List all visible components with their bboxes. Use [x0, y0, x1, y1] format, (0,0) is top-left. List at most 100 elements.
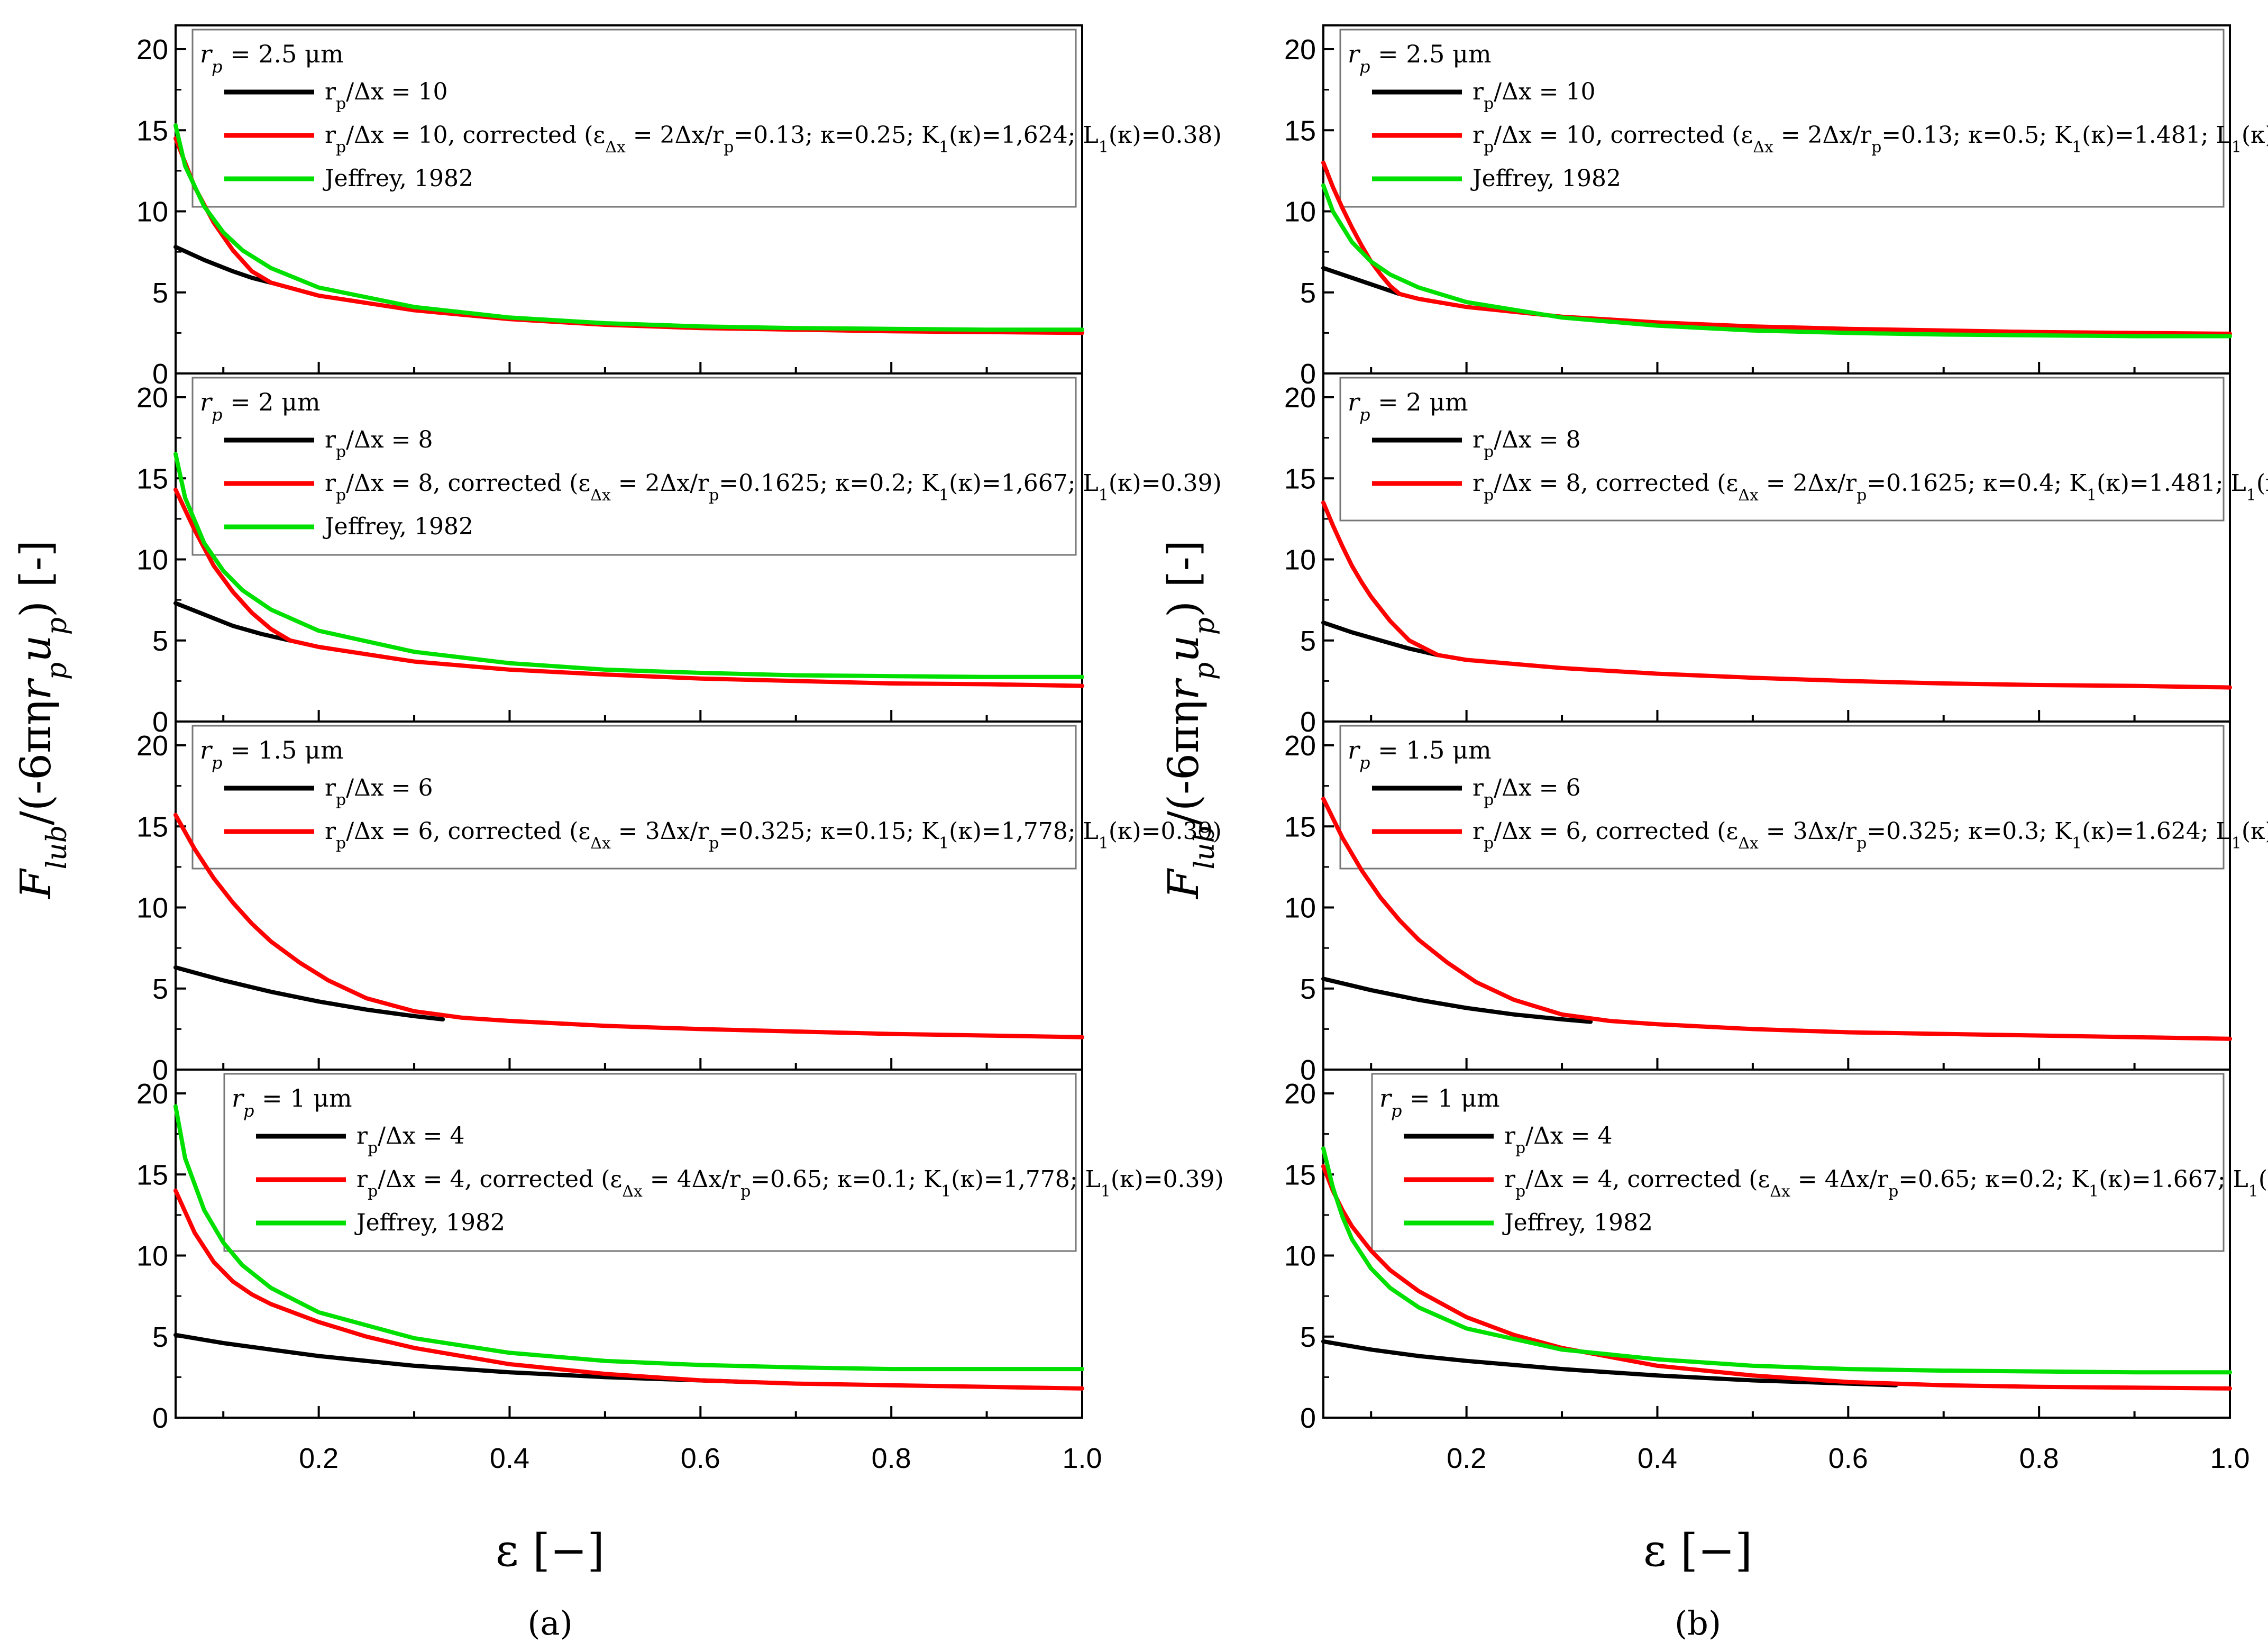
legend-label-part: (κ)=1,778; L: [951, 1166, 1101, 1193]
legend-label-sub: 1: [1099, 834, 1109, 853]
series-line: [1321, 266, 1402, 296]
legend-title-sub: p: [1359, 57, 1370, 77]
y-tick-label: 20: [136, 730, 168, 762]
legend-label-part: r: [356, 1122, 368, 1149]
legend-title-sub: p: [1359, 753, 1370, 773]
legend-label-part: (κ)=1,778; L: [949, 818, 1099, 845]
y-tick-label: 10: [1284, 196, 1316, 228]
legend-label-part: Jeffrey, 1982: [323, 513, 473, 540]
legend-label-part: Jeffrey, 1982: [1502, 1209, 1653, 1236]
series-line: [173, 1332, 751, 1384]
y-tick-label: 5: [152, 277, 168, 309]
legend-label: rp/Δx = 4, corrected (εΔx = 4Δx/rp=0.65;…: [1504, 1166, 2268, 1201]
panel-frame: [1322, 1069, 2231, 1419]
legend-label-part: (κ)=1.667; L: [2099, 1166, 2248, 1193]
legend-label-part: r: [1473, 78, 1484, 105]
legend-title: rp = 2 μm: [200, 388, 321, 425]
y-tick-label: 10: [1284, 544, 1316, 576]
legend-label-part: r: [356, 1166, 368, 1193]
legend-label-part: /Δx = 6: [1494, 774, 1580, 801]
legend-title: rp = 2 μm: [1348, 388, 1468, 425]
legend-label: rp/Δx = 10: [325, 78, 448, 113]
legend-label-part: =0.65; κ=0.1; K: [751, 1166, 941, 1193]
legend-label-part: r: [325, 818, 336, 845]
legend-label-sub: p: [1484, 834, 1494, 853]
series-line: [1321, 797, 2232, 1041]
legend-title-r: r: [200, 40, 213, 68]
legend-label-sub: p: [709, 834, 719, 853]
legend-label: Jeffrey, 1982: [323, 165, 473, 192]
series-line: [173, 487, 1084, 688]
legend-title-r: r: [1379, 1084, 1393, 1112]
legend-label-sub: p: [336, 443, 346, 461]
legend-label-sub: Δx: [622, 1182, 643, 1201]
legend-label: Jeffrey, 1982: [1502, 1209, 1653, 1236]
legend-title-sub: p: [1391, 1101, 1402, 1121]
legend-label: Jeffrey, 1982: [323, 513, 473, 540]
legend-title-sub: p: [1359, 405, 1370, 425]
ylab-sub: p: [41, 662, 73, 680]
legend-title: rp = 2.5 μm: [1348, 40, 1492, 77]
legend-label-part: = 2Δx/r: [1759, 470, 1857, 497]
y-tick-label: 5: [1300, 1321, 1316, 1353]
legend-label-part: /Δx = 10: [346, 78, 447, 105]
y-tick-label: 5: [152, 1321, 168, 1353]
y-tick-label: 20: [136, 1078, 168, 1110]
legend-title-r: r: [200, 736, 213, 764]
figure-label: (a): [527, 1604, 572, 1642]
ylab-sub: lub: [41, 825, 73, 869]
x-tick-label: 0.4: [490, 1443, 529, 1474]
legend-label: rp/Δx = 8, corrected (εΔx = 2Δx/rp=0.162…: [1473, 470, 2268, 505]
x-axis-label: ε [−]: [496, 1525, 605, 1576]
legend-label-sub: 1: [939, 138, 949, 157]
legend-title: rp = 1 μm: [232, 1084, 352, 1121]
legend-title-sub: p: [212, 753, 222, 773]
legend-label: rp/Δx = 4: [356, 1122, 465, 1157]
y-tick-label: 0: [1300, 1402, 1316, 1434]
x-tick-label: 0.2: [1447, 1443, 1486, 1474]
legend-title-sub: p: [243, 1101, 254, 1121]
y-tick-label: 5: [1300, 277, 1316, 309]
series-line: [1321, 1164, 2232, 1391]
legend-label-part: /Δx = 4: [1525, 1122, 1612, 1149]
legend-label-sub: 1: [939, 486, 949, 505]
legend-label-sub: p: [1515, 1139, 1525, 1157]
legend-label: Jeffrey, 1982: [1470, 165, 1621, 192]
ylab-sub: lub: [1189, 825, 1221, 869]
ylab-unit: ) [-]: [11, 540, 60, 617]
ylab-u: u: [11, 635, 60, 662]
legend-label-sub: 1: [2248, 1182, 2258, 1201]
y-tick-label: 15: [136, 115, 168, 147]
legend-title-rest: = 1 μm: [254, 1084, 352, 1112]
y-tick-label: 0: [1300, 358, 1316, 390]
series-line: [1321, 620, 1440, 658]
legend-label-sub: 1: [1099, 138, 1109, 157]
legend-title: rp = 1.5 μm: [1348, 736, 1492, 773]
x-tick-label: 1.0: [2210, 1443, 2249, 1474]
ylab-sub: p: [1189, 662, 1221, 680]
legend-label: rp/Δx = 6: [1473, 774, 1581, 809]
y-tick-label: 15: [1284, 1159, 1316, 1191]
legend-title: rp = 1.5 μm: [200, 736, 344, 773]
legend-label-part: (κ)=0.39): [1109, 818, 1222, 845]
legend-label-part: r: [1473, 426, 1484, 453]
legend-label-part: =0.1625; κ=0.2; K: [719, 470, 939, 497]
legend-label-sub: p: [368, 1139, 378, 1157]
legend-label-sub: p: [1515, 1182, 1525, 1201]
series-line: [1321, 183, 2232, 339]
legend-label-sub: 1: [939, 834, 949, 853]
legend-label-sub: 1: [2232, 834, 2242, 853]
ylab-F: F: [11, 868, 60, 900]
figure-label: (b): [1675, 1604, 1721, 1642]
